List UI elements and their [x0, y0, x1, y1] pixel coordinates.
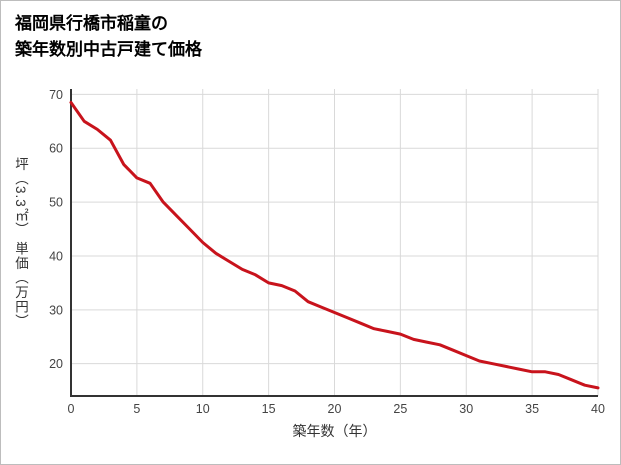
svg-text:25: 25 [393, 402, 407, 416]
svg-text:10: 10 [196, 402, 210, 416]
svg-text:5: 5 [133, 402, 140, 416]
svg-text:60: 60 [49, 142, 63, 156]
chart-title-line2: 築年数別中古戸建て価格 [15, 39, 202, 59]
x-axis-label: 築年数（年） [292, 423, 377, 439]
svg-text:40: 40 [49, 249, 63, 263]
svg-text:20: 20 [49, 357, 63, 371]
svg-text:30: 30 [459, 402, 473, 416]
svg-text:50: 50 [49, 196, 63, 210]
svg-text:30: 30 [49, 303, 63, 317]
svg-text:0: 0 [68, 402, 75, 416]
chart-title-line1: 福岡県行橋市稲童の [15, 14, 168, 33]
svg-text:15: 15 [262, 402, 276, 416]
y-axis-label: 坪（3.3㎡） 単価（万円） [13, 156, 28, 329]
svg-text:70: 70 [49, 88, 63, 102]
chart-title: 福岡県行橋市稲童の 築年数別中古戸建て価格 [15, 11, 202, 62]
svg-text:20: 20 [328, 402, 342, 416]
svg-text:40: 40 [591, 402, 605, 416]
y-axis-label-wrap: 坪（3.3㎡） 単価（万円） [9, 89, 31, 396]
svg-text:35: 35 [525, 402, 539, 416]
